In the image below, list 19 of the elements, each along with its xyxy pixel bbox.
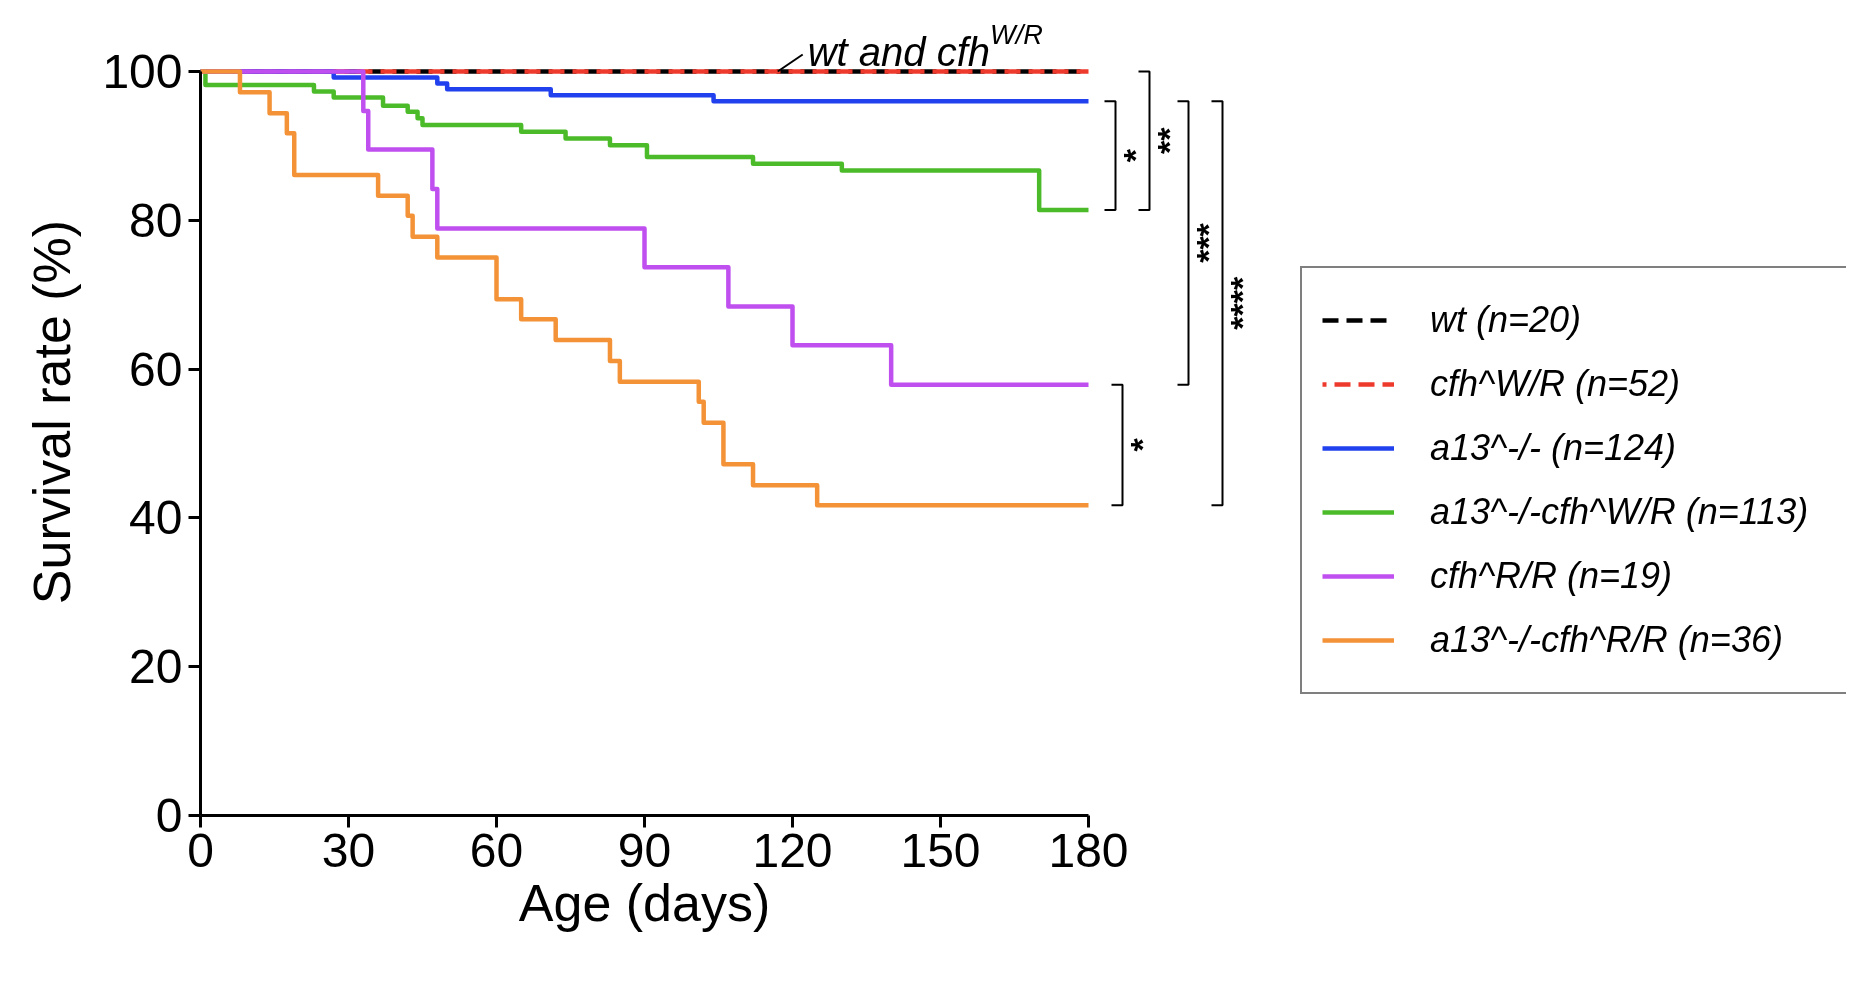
text: * [1122, 437, 1161, 452]
y-tick-label: 100 [102, 45, 183, 98]
text: **** [1222, 276, 1261, 330]
legend-label: cfh^W/R (n=52) [1430, 362, 1681, 406]
legend-label: a13^-/-cfh^R/R (n=36) [1430, 618, 1784, 662]
y-axis-title: Survival rate (%) [23, 219, 82, 605]
y-tick-label: 20 [129, 640, 183, 694]
y-tick-label: 80 [129, 193, 183, 247]
x-tick-label: 180 [1048, 823, 1129, 877]
x-tick-label: 30 [321, 823, 376, 877]
legend-label: wt (n=20) [1430, 298, 1583, 342]
legend-label: a13^-/- (n=124) [1430, 426, 1678, 470]
y-tick-label: 0 [155, 789, 183, 842]
y-tick-label: 60 [129, 342, 183, 396]
y-tick-label: 40 [129, 491, 183, 545]
legend-label: cfh^R/R (n=19) [1430, 554, 1673, 598]
x-tick-label: 150 [900, 823, 981, 877]
text: *** [1188, 222, 1227, 263]
legend-label: a13^-/-cfh^W/R (n=113) [1430, 490, 1810, 534]
